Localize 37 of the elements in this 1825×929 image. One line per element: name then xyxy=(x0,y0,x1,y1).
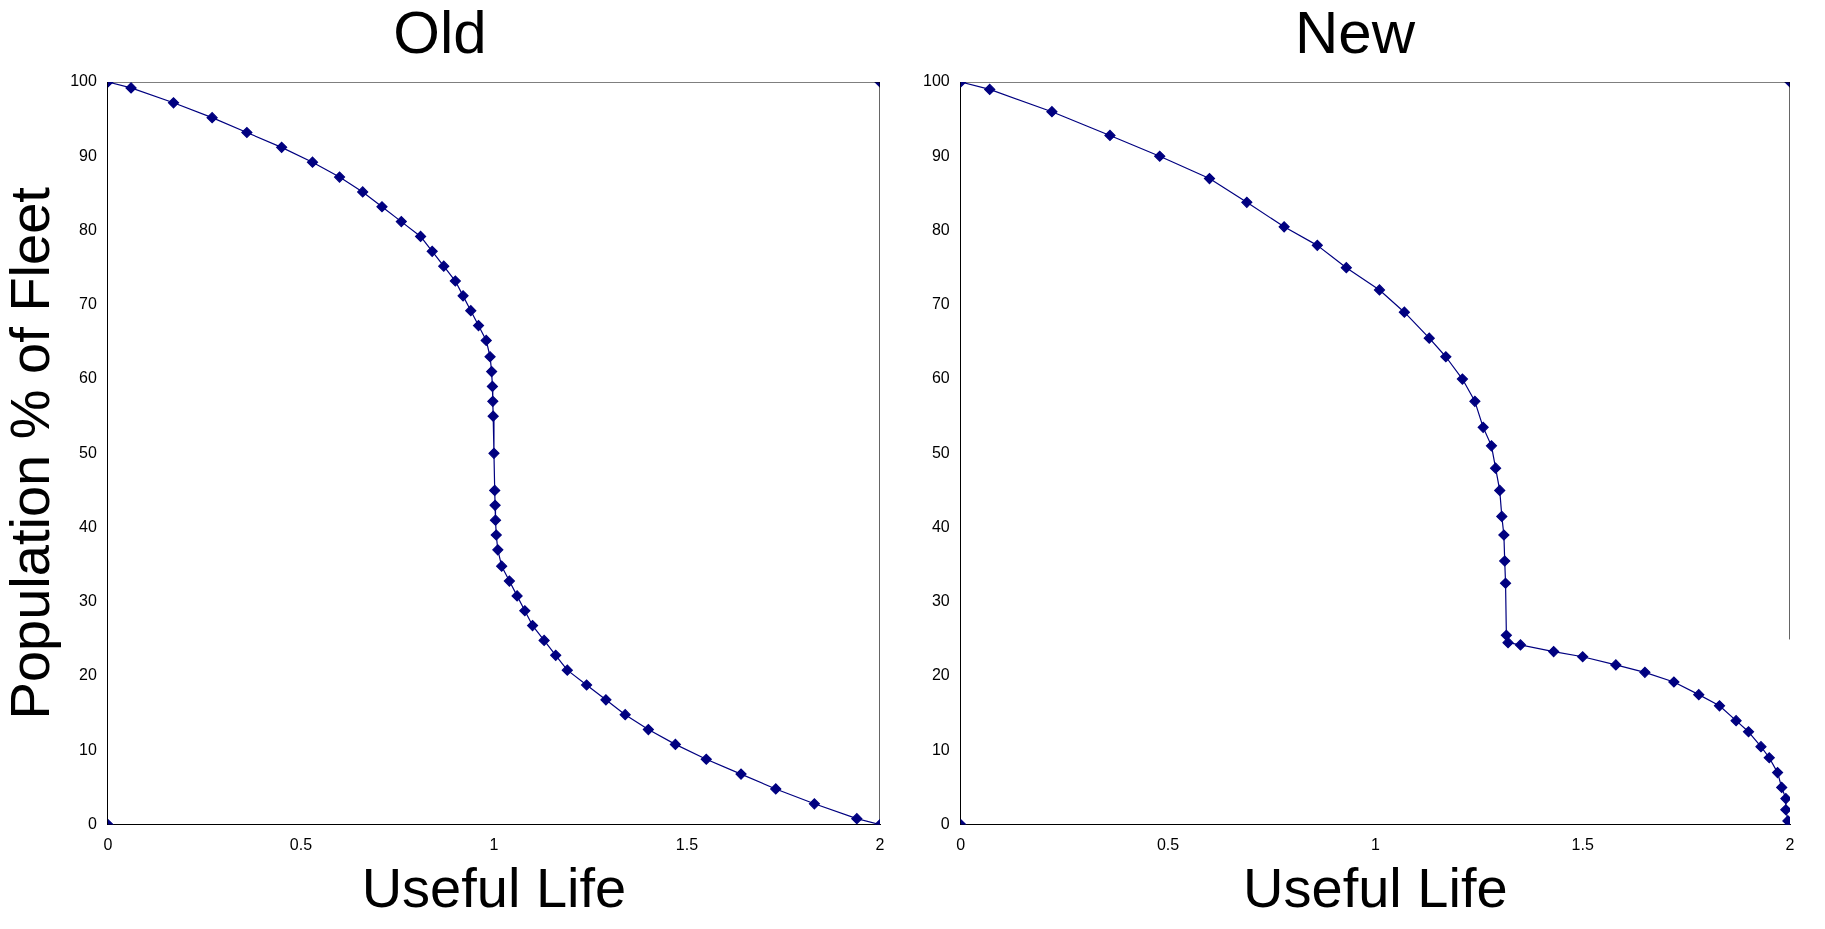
x-tick-label: 0 xyxy=(956,835,966,853)
y-tick-label: 10 xyxy=(79,740,97,758)
y-tick-label: 0 xyxy=(940,815,950,833)
x-axis-title: Useful Life xyxy=(361,855,627,919)
y-tick-label: 0 xyxy=(87,815,97,833)
chart-title: Old xyxy=(393,0,487,66)
x-tick-label: 2 xyxy=(875,835,885,853)
y-tick-label: 70 xyxy=(79,295,97,313)
x-tick-label: 1 xyxy=(489,835,499,853)
x-tick-label: 0.5 xyxy=(1156,835,1180,853)
y-tick-label: 60 xyxy=(79,369,97,387)
y-tick-label: 10 xyxy=(931,740,950,758)
y-tick-label: 100 xyxy=(922,72,950,90)
chart-title: New xyxy=(1294,0,1416,66)
y-tick-label: 80 xyxy=(931,220,950,238)
y-tick-label: 70 xyxy=(931,295,950,313)
y-tick-label: 40 xyxy=(79,517,97,535)
x-tick-label: 2 xyxy=(1785,835,1795,853)
y-tick-label: 90 xyxy=(79,146,97,164)
y-tick-label: 50 xyxy=(79,443,97,461)
y-tick-label: 60 xyxy=(931,369,950,387)
x-tick-label: 1.5 xyxy=(1571,835,1594,853)
y-tick-label: 30 xyxy=(931,592,950,610)
x-tick-label: 1 xyxy=(1370,835,1380,853)
y-axis-title: Population % of Fleet xyxy=(0,186,62,720)
y-tick-label: 20 xyxy=(79,666,97,684)
y-tick-label: 80 xyxy=(79,220,97,238)
y-tick-label: 90 xyxy=(931,146,950,164)
y-tick-label: 40 xyxy=(931,517,950,535)
y-tick-label: 50 xyxy=(931,443,950,461)
y-tick-label: 30 xyxy=(79,592,97,610)
x-axis-title: Useful Life xyxy=(1243,855,1508,919)
x-tick-label: 0.5 xyxy=(289,835,313,853)
x-tick-label: 0 xyxy=(103,835,113,853)
y-tick-label: 100 xyxy=(70,72,97,90)
y-tick-label: 20 xyxy=(931,666,950,684)
x-tick-label: 1.5 xyxy=(675,835,699,853)
